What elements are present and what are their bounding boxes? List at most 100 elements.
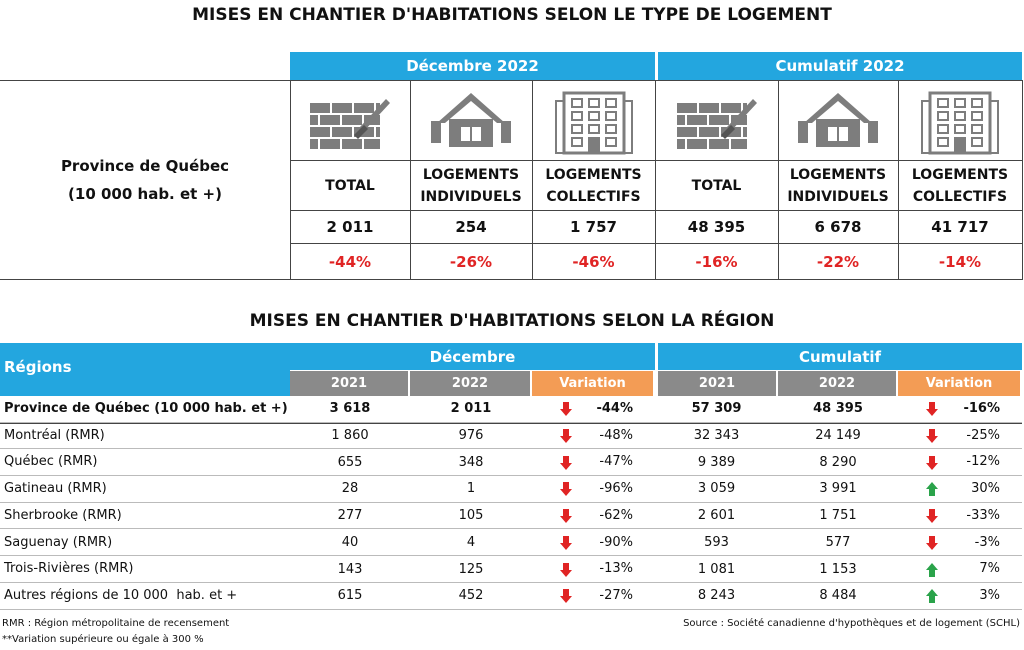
column-label-line: TOTAL xyxy=(691,177,742,194)
variation: -26% xyxy=(449,252,493,271)
region-name: Montréal (RMR) xyxy=(0,423,290,450)
arrow-down xyxy=(560,455,572,470)
variation-cell: 7% xyxy=(898,556,1022,583)
variation: -44% xyxy=(328,252,372,271)
column-label: LOGEMENTS INDIVIDUELS xyxy=(778,161,898,210)
table-line xyxy=(290,210,1022,211)
sub-header: 2022 xyxy=(778,371,896,396)
value: 2 011 xyxy=(326,218,374,236)
number: 105 xyxy=(410,503,532,530)
arrow-down xyxy=(926,535,938,550)
table-line xyxy=(655,80,656,280)
variation-cell: -16% xyxy=(898,396,1022,423)
variation: -48% xyxy=(599,427,633,443)
number: 4 xyxy=(410,530,532,557)
number: 452 xyxy=(410,583,532,610)
footnote: RMR : Région métropolitaine de recenseme… xyxy=(2,618,230,629)
variation: -46% xyxy=(572,252,615,271)
group-header: Décembre xyxy=(290,343,655,370)
column-label-line: LOGEMENTS xyxy=(789,166,887,183)
variation: 7% xyxy=(979,561,1000,577)
arrow-down xyxy=(926,429,938,444)
region-name: Sherbrooke (RMR) xyxy=(0,503,290,530)
sub-header: Variation xyxy=(898,371,1020,396)
arrow-down xyxy=(560,562,572,577)
number: 40 xyxy=(290,530,410,557)
variation-cell: -25% xyxy=(898,423,1022,450)
number: 1 153 xyxy=(778,556,898,583)
table-line xyxy=(0,80,1022,81)
variation: -16% xyxy=(695,252,738,271)
column-label-line: INDIVIDUELS xyxy=(420,188,522,205)
arrow-down xyxy=(560,429,572,444)
arrow-down xyxy=(560,509,572,524)
table-line xyxy=(1022,80,1023,280)
number: 8 290 xyxy=(778,449,898,477)
number: 615 xyxy=(290,583,410,610)
number: 1 xyxy=(410,476,532,503)
variation: -62% xyxy=(599,507,633,523)
number: 2 601 xyxy=(655,503,778,530)
sub-header: 2021 xyxy=(658,371,776,396)
region-name: Trois-Rivières (RMR) xyxy=(0,556,290,583)
number: 1 860 xyxy=(290,423,410,450)
sub-header: 2021 xyxy=(290,371,408,396)
variation: -16% xyxy=(963,401,1000,416)
number: 9 389 xyxy=(655,449,778,477)
variation-cell: -96% xyxy=(532,476,655,503)
variation-cell: 3% xyxy=(898,583,1022,610)
region-name: Gatineau (RMR) xyxy=(0,476,290,503)
variation: -12% xyxy=(966,454,1000,470)
title: MISES EN CHANTIER D'HABITATIONS SELON LE… xyxy=(192,5,832,25)
variation-cell: -12% xyxy=(898,449,1022,477)
variation-cell: -33% xyxy=(898,503,1022,530)
region-name: Québec (RMR) xyxy=(0,449,290,477)
column-label: TOTAL xyxy=(655,161,778,210)
column-label-line: TOTAL xyxy=(325,177,375,194)
footnote: **Variation supérieure ou égale à 300 % xyxy=(2,634,204,645)
variation-cell: -3% xyxy=(898,530,1022,557)
number: 8 243 xyxy=(655,583,778,610)
row-label: Province de Québec (10 000 hab. et +) xyxy=(0,150,290,210)
arrow-up xyxy=(926,589,938,604)
number: 2 011 xyxy=(410,396,532,423)
table-line xyxy=(898,80,899,280)
number: 143 xyxy=(290,556,410,583)
column-label-line: LOGEMENTS xyxy=(422,166,520,183)
value: 254 xyxy=(455,218,487,236)
arrow-down xyxy=(926,402,938,417)
header-cell: Régions xyxy=(0,343,290,396)
arrow-down xyxy=(926,509,938,524)
source: Source : Société canadienne d'hypothèque… xyxy=(683,618,1020,629)
variation: -33% xyxy=(966,507,1000,523)
variation: -90% xyxy=(599,534,633,550)
bricks-icon xyxy=(310,99,390,149)
number: 8 484 xyxy=(778,583,898,610)
variation: 3% xyxy=(979,587,1000,603)
number: 577 xyxy=(778,530,898,557)
column-label: TOTAL xyxy=(290,161,410,210)
variation: 30% xyxy=(971,481,1000,497)
building-icon xyxy=(921,91,999,155)
variation: -14% xyxy=(938,252,982,271)
sub-header: 2022 xyxy=(410,371,530,396)
column-label-line: LOGEMENTS xyxy=(911,166,1009,183)
variation: -3% xyxy=(974,534,1000,550)
house-icon xyxy=(798,93,878,147)
row-label-line: Province de Québec xyxy=(60,157,230,175)
number: 655 xyxy=(290,449,410,477)
variation-cell: 30% xyxy=(898,476,1022,503)
table-line xyxy=(290,243,1022,244)
arrow-down xyxy=(560,402,572,417)
arrow-up xyxy=(926,562,938,577)
column-label-line: COLLECTIFS xyxy=(912,188,1008,205)
arrow-down xyxy=(560,535,572,550)
number: 3 618 xyxy=(290,396,410,423)
column-label-line: COLLECTIFS xyxy=(546,188,641,205)
building-icon xyxy=(554,91,633,155)
number: 3 059 xyxy=(655,476,778,503)
value: 48 395 xyxy=(687,218,746,236)
variation: -27% xyxy=(599,587,633,603)
group-header: Cumulatif 2022 xyxy=(658,52,1022,80)
column-label: LOGEMENTS COLLECTIFS xyxy=(532,161,655,210)
